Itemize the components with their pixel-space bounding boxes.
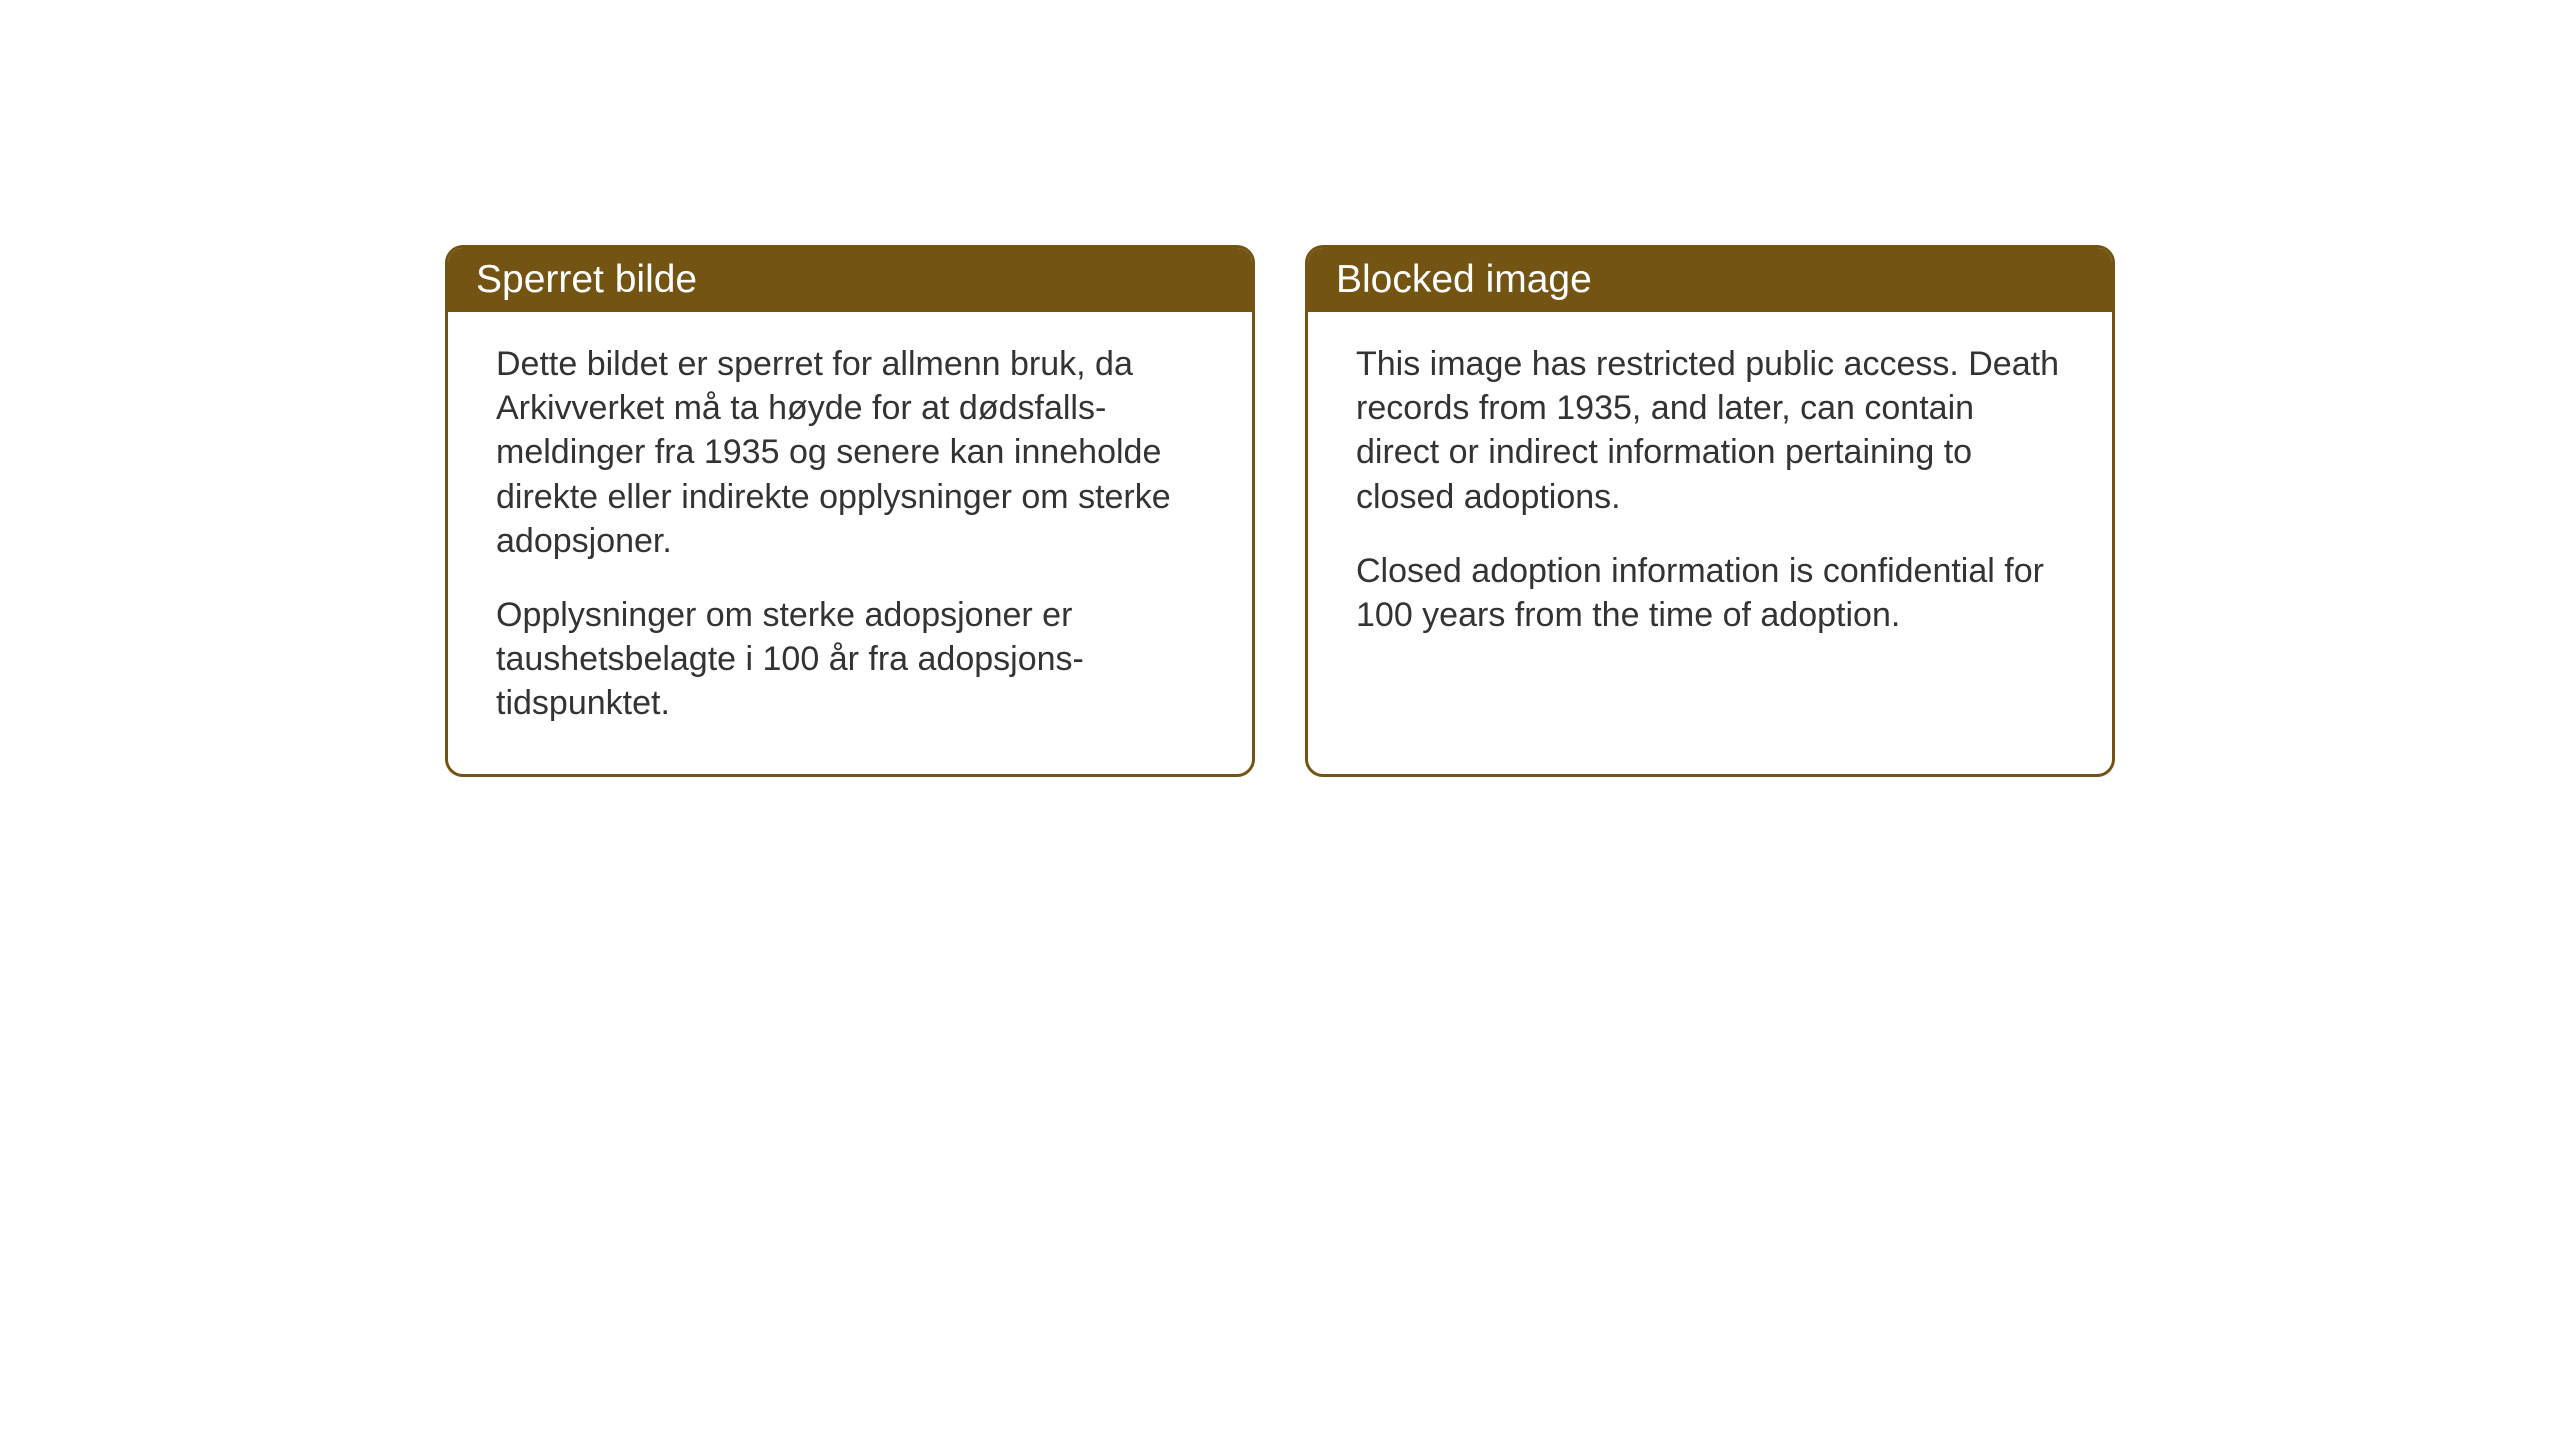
notice-title-english: Blocked image [1336,258,1592,301]
notice-header-norwegian: Sperret bilde [448,248,1252,312]
notice-card-norwegian: Sperret bilde Dette bildet er sperret fo… [445,245,1255,777]
notice-container: Sperret bilde Dette bildet er sperret fo… [445,245,2115,777]
notice-paragraph-1-norwegian: Dette bildet er sperret for allmenn bruk… [496,342,1204,563]
notice-paragraph-1-english: This image has restricted public access.… [1356,342,2064,519]
notice-paragraph-2-english: Closed adoption information is confident… [1356,549,2064,637]
notice-header-english: Blocked image [1308,248,2112,312]
notice-card-english: Blocked image This image has restricted … [1305,245,2115,777]
notice-body-norwegian: Dette bildet er sperret for allmenn bruk… [448,312,1252,774]
notice-paragraph-2-norwegian: Opplysninger om sterke adopsjoner er tau… [496,593,1204,726]
notice-title-norwegian: Sperret bilde [476,258,697,301]
notice-body-english: This image has restricted public access.… [1308,312,2112,727]
